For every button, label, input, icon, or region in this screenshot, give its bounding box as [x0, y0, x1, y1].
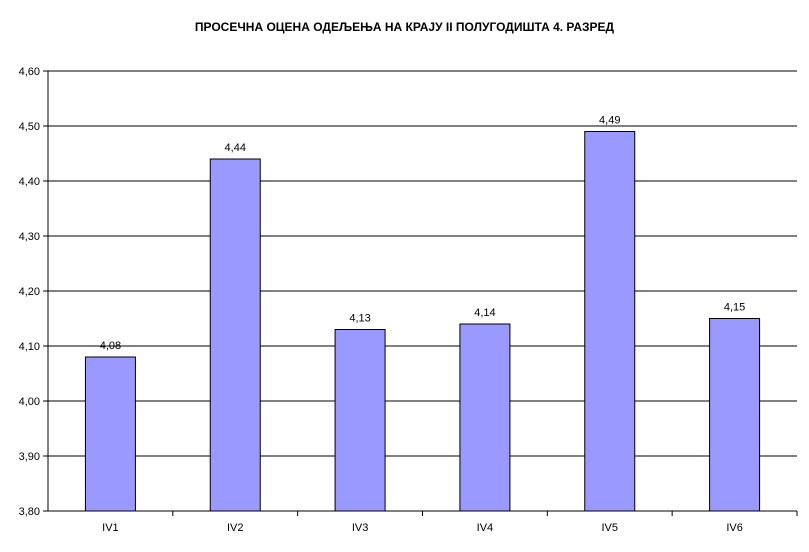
bar: [84, 356, 136, 512]
y-tick-label: 4,30: [19, 231, 40, 243]
chart-title: ПРОСЕЧНА ОЦЕНА ОДЕЉЕЊА НА КРАЈУ II ПОЛУГ…: [194, 20, 615, 34]
bar: [709, 318, 761, 512]
bar: [584, 131, 636, 512]
y-tick-label: 3,80: [19, 506, 40, 518]
bar: [334, 329, 386, 512]
x-tick-label: IV3: [352, 522, 369, 534]
x-tick-label: IV1: [102, 522, 119, 534]
x-tick-label: IV5: [601, 522, 618, 534]
data-label: 4,08: [100, 340, 121, 352]
data-label: 4,14: [474, 307, 495, 319]
bar: [459, 323, 511, 512]
y-tick-label: 4,50: [19, 121, 40, 133]
y-tick-label: 3,90: [19, 451, 40, 463]
data-label: 4,49: [599, 115, 620, 127]
y-tick-label: 4,20: [19, 286, 40, 298]
y-tick-label: 4,10: [19, 341, 40, 353]
data-label: 4,13: [349, 313, 370, 325]
x-tick-label: IV4: [477, 522, 494, 534]
y-tick-label: 4,00: [19, 396, 40, 408]
bar: [209, 158, 261, 512]
data-label: 4,44: [225, 142, 246, 154]
y-tick-label: 4,40: [19, 176, 40, 188]
x-tick-label: IV6: [726, 522, 743, 534]
y-tick-label: 4,60: [19, 66, 40, 78]
x-tick-label: IV2: [227, 522, 244, 534]
data-label: 4,15: [724, 302, 745, 314]
